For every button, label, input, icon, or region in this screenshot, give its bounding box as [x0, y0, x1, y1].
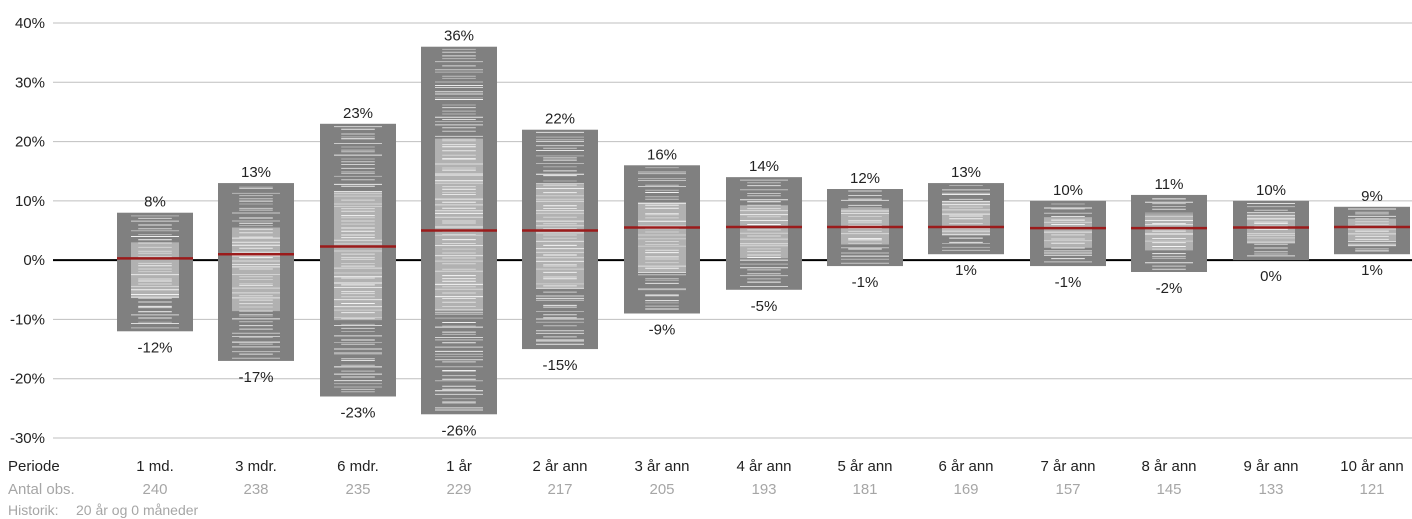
- max-value-label: 11%: [1155, 176, 1184, 193]
- min-value-label: -17%: [238, 369, 273, 386]
- inner-band: [942, 200, 990, 235]
- period-label: 10 år ann: [1340, 458, 1403, 475]
- observation-count: 235: [345, 481, 370, 498]
- observation-count: 169: [953, 481, 978, 498]
- observation-count: 240: [142, 481, 167, 498]
- max-value-label: 12%: [850, 170, 880, 187]
- inner-band: [435, 138, 483, 312]
- observation-count: 145: [1156, 481, 1181, 498]
- period-label: 8 år ann: [1141, 458, 1196, 475]
- period-label: 6 år ann: [938, 458, 993, 475]
- y-tick-label: 20%: [15, 134, 45, 151]
- min-value-label: -2%: [1156, 280, 1183, 297]
- inner-band: [536, 184, 584, 288]
- max-value-label: 13%: [241, 164, 271, 181]
- y-tick-label: 0%: [23, 252, 45, 269]
- min-value-label: -1%: [1055, 274, 1082, 291]
- period-label: 1 år: [446, 458, 472, 475]
- y-tick-label: 40%: [15, 15, 45, 32]
- min-value-label: -9%: [649, 322, 676, 339]
- max-value-label: 13%: [951, 164, 981, 181]
- period-label: 4 år ann: [736, 458, 791, 475]
- observation-count: 229: [446, 481, 471, 498]
- inner-band: [1348, 218, 1396, 241]
- min-value-label: 0%: [1260, 268, 1282, 285]
- observation-count: 157: [1055, 481, 1080, 498]
- observation-count: 121: [1359, 481, 1384, 498]
- y-tick-label: -20%: [10, 371, 45, 388]
- history-value: 20 år og 0 måneder: [76, 502, 199, 518]
- period-label: 9 år ann: [1243, 458, 1298, 475]
- min-value-label: 1%: [955, 262, 977, 279]
- min-value-label: -12%: [137, 339, 172, 356]
- period-row-label: Periode: [8, 458, 60, 475]
- inner-band: [334, 191, 382, 321]
- min-value-label: -1%: [852, 274, 879, 291]
- min-value-label: -26%: [441, 422, 476, 439]
- observation-count: 238: [243, 481, 268, 498]
- period-label: 2 år ann: [532, 458, 587, 475]
- y-tick-label: -30%: [10, 430, 45, 447]
- max-value-label: 36%: [444, 28, 474, 45]
- observation-count: 205: [649, 481, 674, 498]
- y-tick-label: 10%: [15, 193, 45, 210]
- observations-row-label: Antal obs.: [8, 481, 75, 498]
- max-value-label: 23%: [343, 105, 373, 122]
- max-value-label: 8%: [144, 194, 166, 211]
- max-value-label: 16%: [647, 146, 677, 163]
- y-tick-label: 30%: [15, 74, 45, 91]
- min-value-label: -23%: [340, 405, 375, 422]
- history-label: Historik:: [8, 502, 59, 518]
- period-label: 5 år ann: [837, 458, 892, 475]
- period-label: 3 mdr.: [235, 458, 277, 475]
- min-value-label: -15%: [542, 357, 577, 374]
- y-tick-label: -10%: [10, 311, 45, 328]
- min-value-label: 1%: [1361, 262, 1383, 279]
- observation-count: 133: [1258, 481, 1283, 498]
- observation-count: 193: [751, 481, 776, 498]
- min-value-label: -5%: [751, 298, 778, 315]
- max-value-label: 9%: [1361, 188, 1383, 205]
- max-value-label: 10%: [1053, 182, 1083, 199]
- period-label: 6 mdr.: [337, 458, 379, 475]
- observation-count: 181: [852, 481, 877, 498]
- inner-band: [131, 242, 179, 299]
- max-value-label: 10%: [1256, 182, 1286, 199]
- period-label: 1 md.: [136, 458, 174, 475]
- max-value-label: 22%: [545, 111, 575, 128]
- observation-count: 217: [547, 481, 572, 498]
- inner-band: [638, 202, 686, 272]
- period-label: 3 år ann: [634, 458, 689, 475]
- inner-band: [740, 205, 788, 259]
- inner-band: [1145, 214, 1193, 251]
- max-value-label: 14%: [749, 158, 779, 175]
- period-label: 7 år ann: [1040, 458, 1095, 475]
